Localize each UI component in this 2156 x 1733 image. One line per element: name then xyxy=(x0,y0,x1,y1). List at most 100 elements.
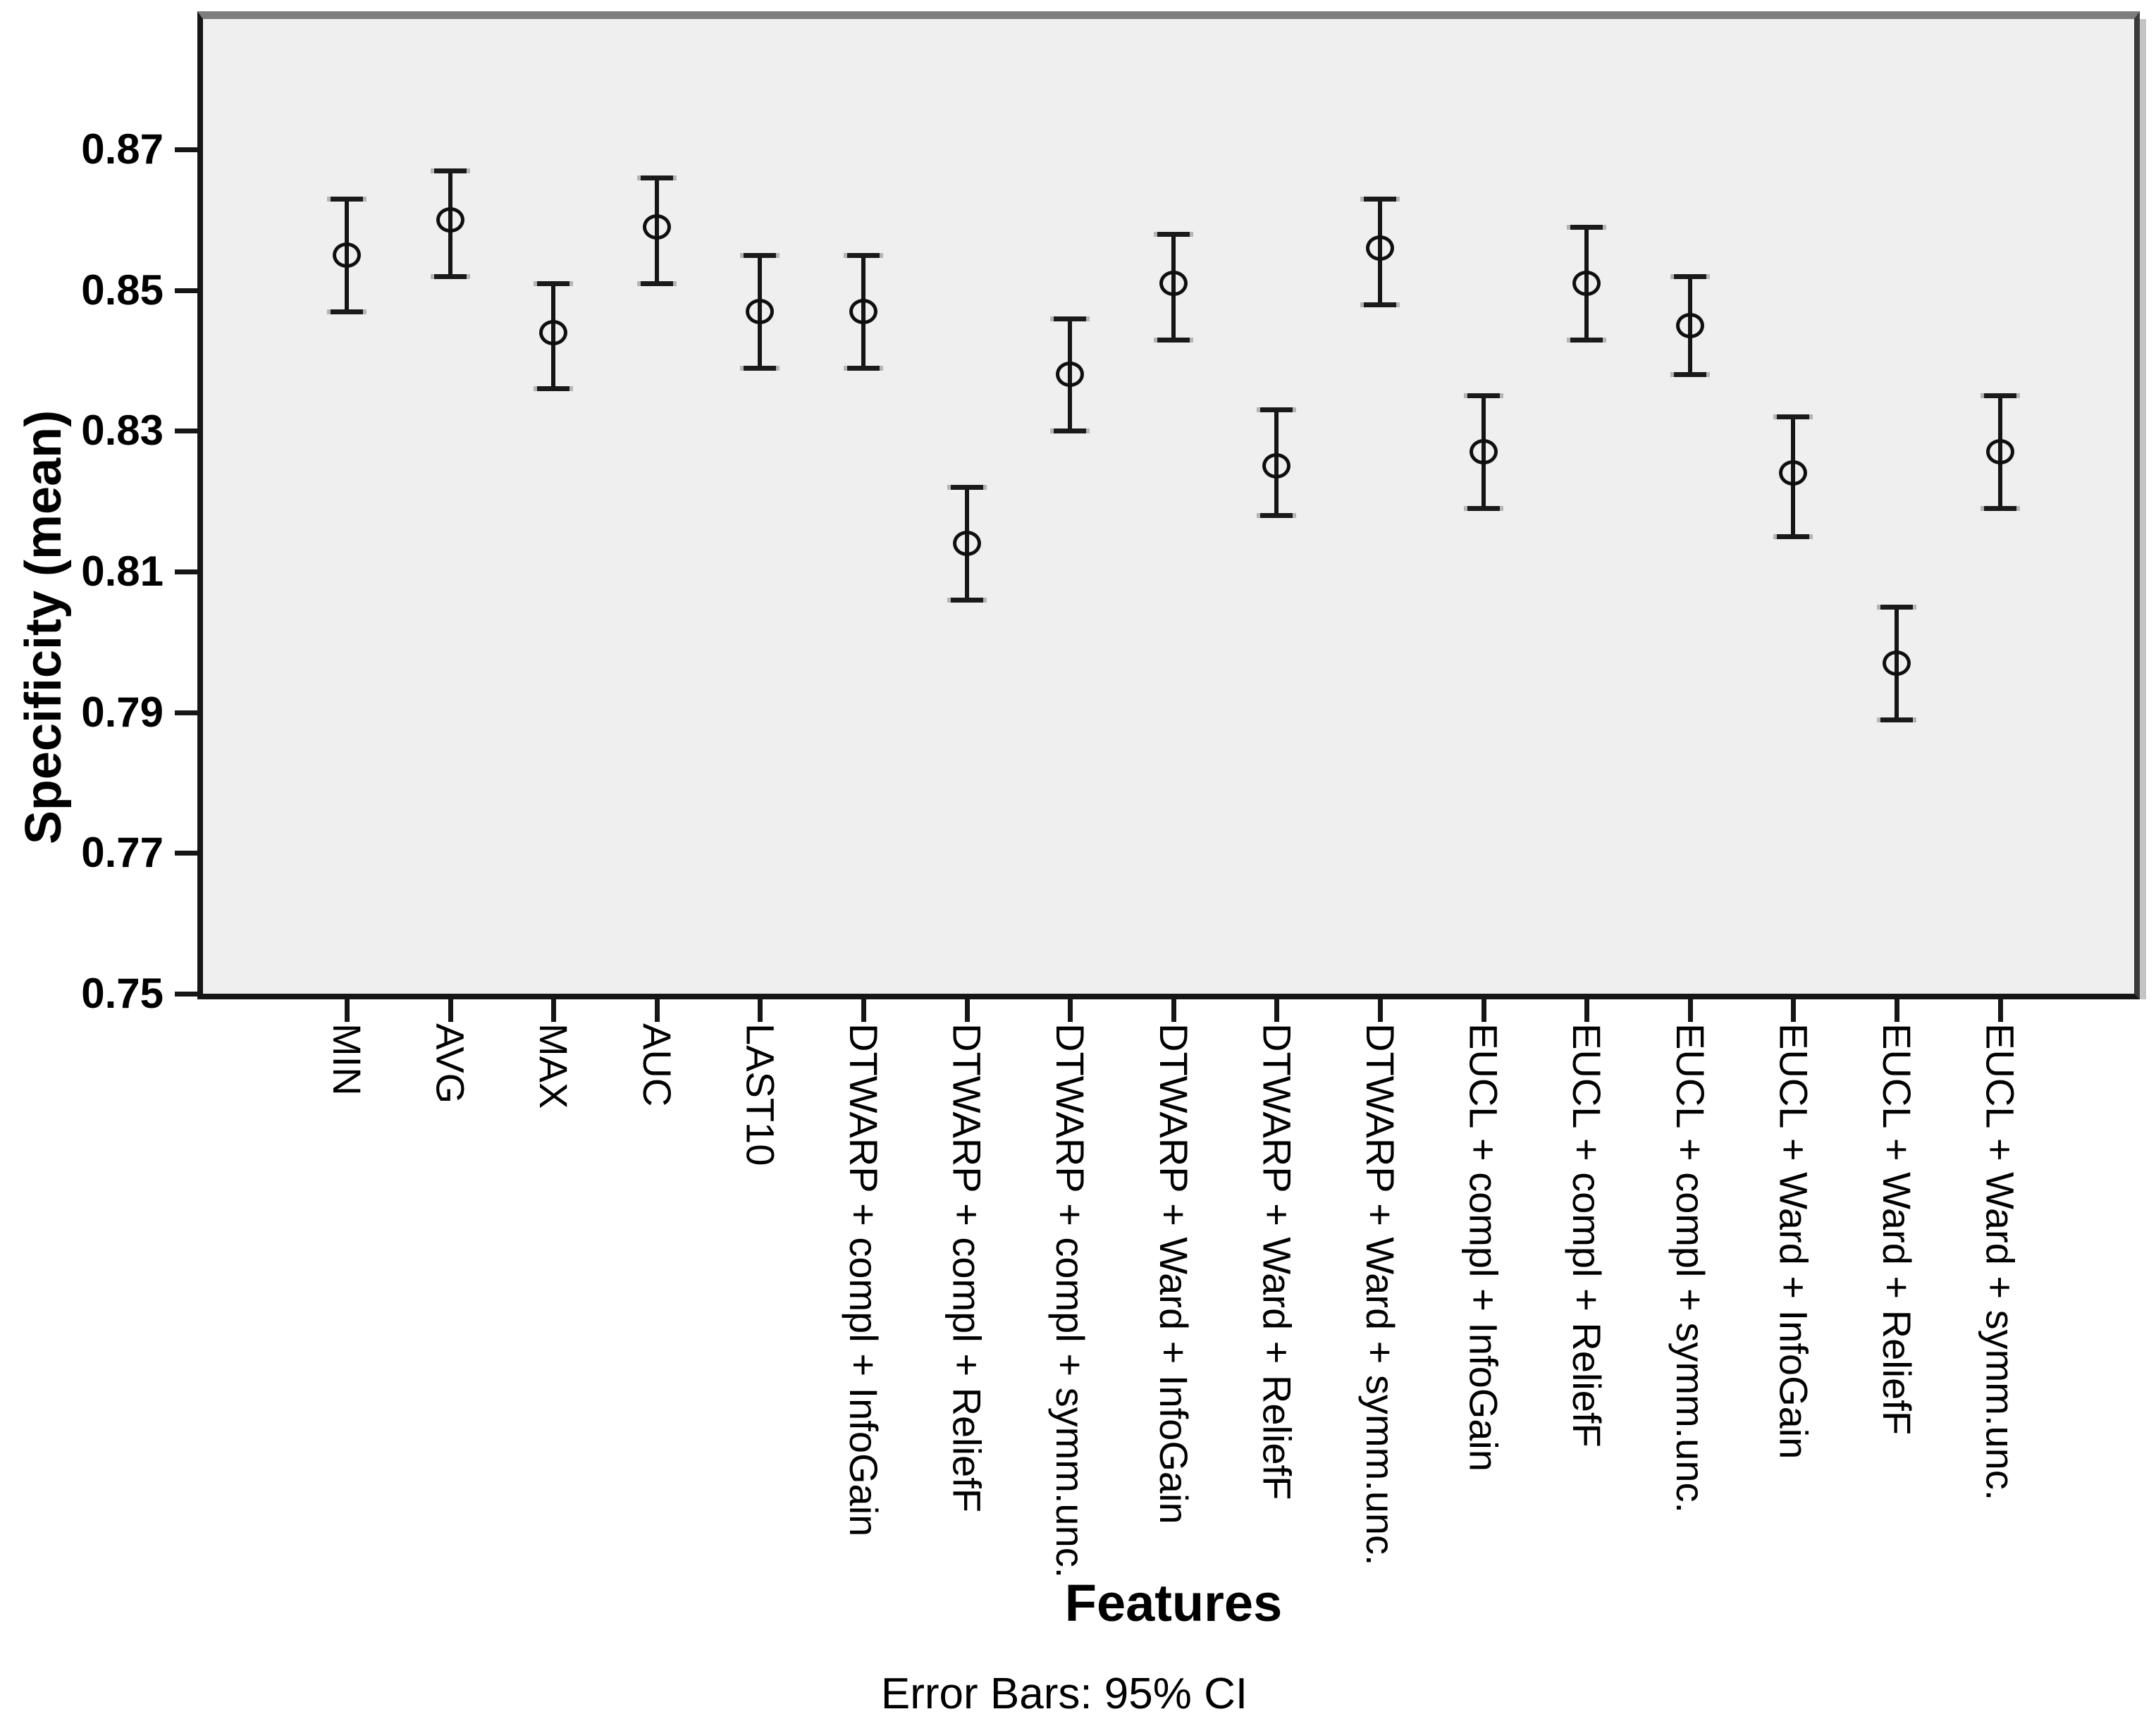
x-tick-mark xyxy=(1378,999,1383,1022)
data-point-marker xyxy=(1056,362,1085,388)
error-bar-cap-top xyxy=(947,485,987,491)
y-tick-label: 0.81 xyxy=(81,548,164,596)
x-tick-label: DTWARP + compl + symm.unc. xyxy=(1048,1023,1093,1579)
y-tick-mark xyxy=(175,569,203,575)
error-bar-cap-top xyxy=(1360,196,1400,202)
error-bar-cap-top xyxy=(430,168,470,173)
y-tick-label: 0.87 xyxy=(81,125,164,173)
data-point-marker xyxy=(746,298,775,324)
error-bar-cap-bottom xyxy=(1050,428,1090,434)
x-tick-label: DTWARP + compl + ReliefF xyxy=(944,1023,990,1512)
error-bar-cap-top xyxy=(1050,316,1090,321)
y-tick-mark xyxy=(175,710,203,715)
y-tick-mark xyxy=(175,428,203,434)
error-bar-cap-bottom xyxy=(1980,506,2020,512)
x-tick-label: EUCL + Ward + symm.unc. xyxy=(1978,1023,2023,1501)
error-bar-cap-bottom xyxy=(1360,302,1400,307)
y-tick-label: 0.75 xyxy=(81,970,164,1017)
error-bar-cap-top xyxy=(1670,273,1710,279)
plot-area xyxy=(197,11,2140,999)
data-point-marker xyxy=(642,214,671,240)
y-tick-mark xyxy=(175,288,203,293)
x-tick-label: AUC xyxy=(634,1023,679,1107)
x-tick-mark xyxy=(1171,999,1176,1022)
x-tick-mark xyxy=(1791,999,1797,1022)
error-bar-cap-bottom xyxy=(1153,337,1193,343)
x-tick-mark xyxy=(1068,999,1073,1022)
x-tick-mark xyxy=(1687,999,1693,1022)
x-tick-mark xyxy=(1584,999,1590,1022)
x-tick-label: DTWARP + Ward + symm.unc. xyxy=(1358,1023,1403,1566)
y-tick-mark xyxy=(175,851,203,856)
x-tick-label: MIN xyxy=(325,1023,369,1096)
error-bar-cap-bottom xyxy=(1670,372,1710,378)
data-point-marker xyxy=(1572,270,1601,296)
data-point-marker xyxy=(1675,312,1704,338)
error-bar-cap-bottom xyxy=(534,386,574,392)
y-tick-label: 0.85 xyxy=(81,266,164,314)
data-point-marker xyxy=(1985,439,2014,465)
error-bar-cap-top xyxy=(534,280,574,286)
x-tick-label: DTWARP + compl + InfoGain xyxy=(842,1023,886,1537)
data-point-marker xyxy=(1159,270,1188,296)
data-point-marker xyxy=(1262,453,1291,479)
x-tick-mark xyxy=(1481,999,1486,1022)
error-bar-cap-top xyxy=(1567,224,1607,230)
x-tick-label: EUCL + compl + symm.unc. xyxy=(1668,1023,1713,1514)
error-bar-cap-top xyxy=(1980,393,2020,399)
data-point-marker xyxy=(952,531,981,557)
x-tick-label: EUCL + Ward + InfoGain xyxy=(1771,1023,1816,1460)
data-point-marker xyxy=(333,242,361,268)
x-tick-label: EUCL + Ward + ReliefF xyxy=(1875,1023,1919,1436)
x-tick-label: AVG xyxy=(428,1023,473,1104)
x-tick-label: MAX xyxy=(531,1023,577,1109)
data-point-marker xyxy=(539,319,568,345)
x-tick-mark xyxy=(551,999,557,1022)
plot-right-shadow xyxy=(2140,19,2146,999)
error-bar-cap-bottom xyxy=(1567,337,1607,343)
y-axis-title: Specificity (mean) xyxy=(16,409,72,845)
y-tick-mark xyxy=(175,147,203,153)
error-bar-cap-bottom xyxy=(636,280,677,286)
error-bar-cap-bottom xyxy=(327,309,366,314)
x-tick-mark xyxy=(654,999,660,1022)
data-point-marker xyxy=(436,206,464,233)
y-tick-label: 0.77 xyxy=(81,829,164,877)
error-bar-cap-top xyxy=(1877,604,1916,610)
x-tick-label: EUCL + compl + InfoGain xyxy=(1461,1023,1506,1472)
x-tick-label: LAST10 xyxy=(738,1023,783,1166)
error-bar-cap-bottom xyxy=(740,365,780,371)
error-bar-cap-bottom xyxy=(1463,506,1503,512)
x-tick-mark xyxy=(861,999,866,1022)
y-tick-mark xyxy=(175,992,203,997)
data-point-marker xyxy=(1779,460,1808,486)
error-bar-cap-top xyxy=(844,252,883,258)
x-tick-mark xyxy=(758,999,763,1022)
error-bar-cap-bottom xyxy=(1257,513,1297,519)
x-tick-label: EUCL + compl + ReliefF xyxy=(1565,1023,1610,1448)
error-bar-cap-top xyxy=(1257,407,1297,413)
error-bar-cap-top xyxy=(1773,414,1813,420)
x-tick-mark xyxy=(1895,999,1899,1022)
error-bar-cap-top xyxy=(636,175,677,180)
error-bar-cap-top xyxy=(1153,231,1193,237)
x-tick-mark xyxy=(448,999,453,1022)
error-bar-cap-top xyxy=(327,196,366,202)
chart-caption: Error Bars: 95% CI xyxy=(880,1670,1248,1718)
data-point-marker xyxy=(1883,650,1911,676)
error-bar-cap-bottom xyxy=(1877,717,1916,722)
error-bar-cap-bottom xyxy=(1773,534,1813,540)
error-bar-cap-bottom xyxy=(844,365,883,371)
error-bar-cap-bottom xyxy=(430,273,470,279)
x-tick-mark xyxy=(1274,999,1280,1022)
x-tick-mark xyxy=(345,999,350,1022)
y-tick-label: 0.79 xyxy=(81,688,164,736)
x-tick-label: DTWARP + Ward + ReliefF xyxy=(1255,1023,1300,1500)
error-bar-cap-top xyxy=(1463,393,1503,399)
x-tick-mark xyxy=(1997,999,2003,1022)
data-point-marker xyxy=(849,298,877,324)
data-point-marker xyxy=(1469,439,1498,465)
x-tick-mark xyxy=(964,999,970,1022)
error-bar-cap-bottom xyxy=(947,597,987,603)
